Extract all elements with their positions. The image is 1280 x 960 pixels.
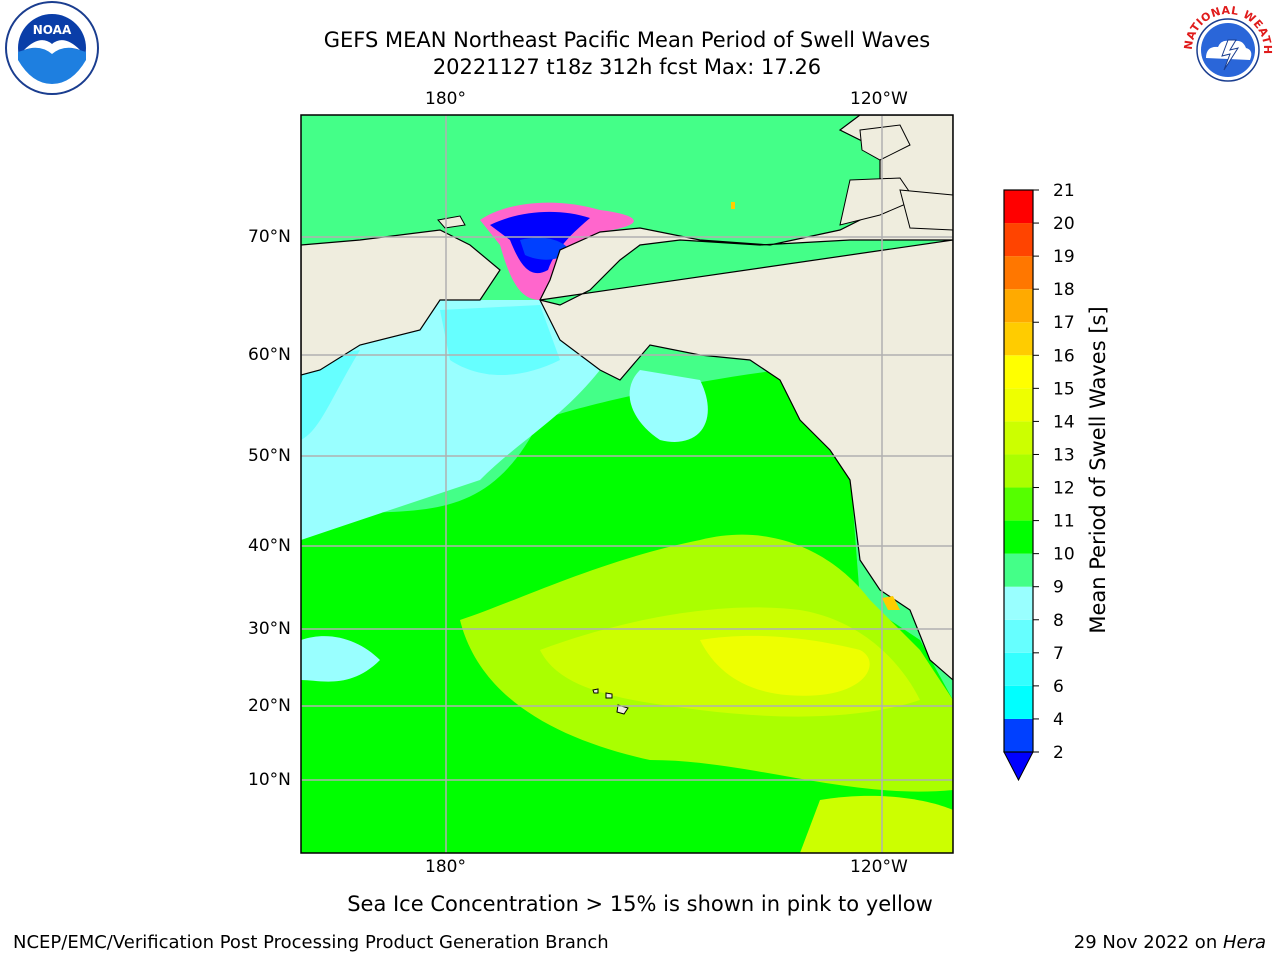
colorbar-tick-label: 8	[1053, 611, 1064, 631]
lon-label-bottom-180: 180°	[425, 857, 466, 877]
map-subtitle: 20221127 t18z 312h fcst Max: 17.26	[432, 55, 822, 79]
lon-label-top-180: 180°	[425, 89, 466, 109]
period-8-9-patch	[301, 636, 380, 682]
colorbar-segment	[1004, 223, 1033, 257]
footer-date-text: 29 Nov 2022 on	[1073, 932, 1223, 953]
lat-label-60n: 60°N	[248, 345, 291, 365]
colorbar-segment	[1004, 718, 1033, 752]
map-frame	[300, 114, 954, 854]
sea-ice-caption: Sea Ice Concentration > 15% is shown in …	[347, 892, 933, 916]
footer-machine: Hera	[1222, 932, 1266, 953]
land-siberia	[301, 229, 501, 376]
colorbar-segment	[1004, 454, 1033, 488]
period-8-9-gulf	[629, 370, 708, 442]
footer-credit: NCEP/EMC/Verification Post Processing Pr…	[13, 932, 609, 953]
colorbar-tick-label: 16	[1053, 346, 1075, 366]
land-island-1	[859, 124, 911, 161]
colorbar-tick-label: 2	[1053, 743, 1064, 763]
colorbar-tick-label: 20	[1053, 214, 1075, 234]
period-16-17-coastal	[882, 596, 900, 610]
footer-date: 29 Nov 2022 on Hera	[1074, 931, 1266, 955]
colorbar-tick-label: 9	[1053, 578, 1064, 598]
ice-dot	[731, 202, 735, 209]
lat-label-30n: 30°N	[248, 619, 291, 639]
colorbar-segment	[1004, 355, 1033, 389]
colorbar-segment	[1004, 256, 1033, 290]
svg-text:NOAA: NOAA	[33, 23, 72, 37]
lon-label-top-120w: 120°W	[850, 89, 908, 109]
noaa-logo-icon: NOAA	[5, 1, 99, 95]
colorbar-segment	[1004, 520, 1033, 554]
colorbar-frame	[1003, 189, 1034, 753]
colorbar-under-triangle	[1003, 751, 1034, 782]
lat-label-70n: 70°N	[248, 227, 291, 247]
colorbar-tick-label: 15	[1053, 379, 1075, 399]
colorbar-segment	[1004, 190, 1033, 224]
lat-label-10n: 10°N	[248, 770, 291, 790]
colorbar-tick-label: 19	[1053, 247, 1075, 267]
colorbar-segment	[1004, 652, 1033, 686]
colorbar-segment	[1004, 487, 1033, 521]
colorbar-tick-label: 6	[1053, 677, 1064, 697]
land-north-america	[539, 115, 953, 681]
colorbar-tick-label: 18	[1053, 280, 1075, 300]
colorbar-title: Mean Period of Swell Waves [s]	[1086, 306, 1110, 634]
colorbar-segment	[1004, 586, 1033, 620]
lat-label-20n: 20°N	[248, 696, 291, 716]
colorbar-tick-label: 10	[1053, 545, 1075, 565]
land-hawaii	[592, 688, 629, 715]
colorbar-segment	[1004, 388, 1033, 422]
period-7-8-bering	[440, 305, 560, 375]
colorbar-tick-label: 17	[1053, 313, 1075, 333]
period-14-15-region	[700, 635, 870, 696]
colorbar-tick-label: 14	[1053, 412, 1075, 432]
colorbar-segment	[1004, 619, 1033, 653]
colorbar-tick-label: 11	[1053, 512, 1075, 532]
colorbar-segment	[1004, 322, 1033, 356]
colorbar-tick-label: 4	[1053, 710, 1064, 730]
colorbar-tick-label: 21	[1053, 181, 1075, 201]
colorbar-tick-label: 12	[1053, 479, 1075, 499]
period-2-4-region	[520, 237, 570, 260]
colorbar-tick-label: 13	[1053, 445, 1075, 465]
grid	[301, 115, 953, 853]
period-11-band-south	[301, 789, 700, 827]
colorbar: 2 4 6 7 8 9 10 11 12 13 14 15 16 17 18 19 20 21	[1003, 181, 1075, 782]
period-7-8-region	[301, 350, 360, 440]
lat-label-40n: 40°N	[248, 536, 291, 556]
land-island-3	[899, 189, 953, 231]
colorbar-tick-label: 7	[1053, 644, 1064, 664]
nws-logo-icon: NATIONAL WEATHER SERVICE	[1176, 0, 1275, 97]
colorbar-segment	[1004, 553, 1033, 587]
colorbar-segment	[1004, 289, 1033, 323]
land-island-2	[839, 177, 916, 226]
colorbar-segment	[1004, 421, 1033, 455]
map-title: GEFS MEAN Northeast Pacific Mean Period …	[323, 28, 931, 52]
wrangel-island	[437, 215, 466, 229]
lat-label-50n: 50°N	[248, 446, 291, 466]
period-13-14-south	[800, 795, 953, 853]
colorbar-segment	[1004, 685, 1033, 719]
lon-label-bottom-120w: 120°W	[850, 857, 908, 877]
